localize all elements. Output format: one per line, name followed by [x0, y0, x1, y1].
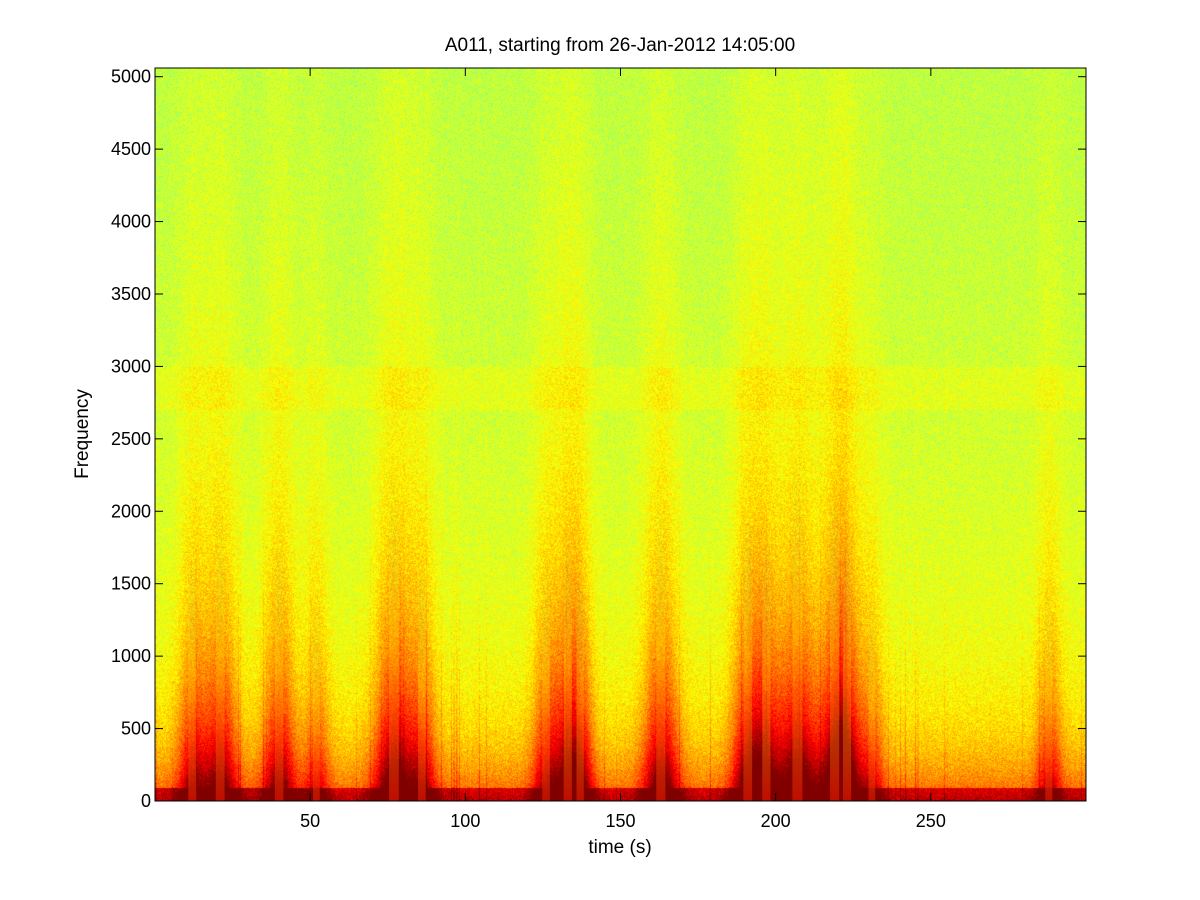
y-tick-label: 4500 [111, 139, 151, 159]
event-mark [542, 557, 550, 801]
event-mark [656, 492, 666, 801]
event-mark [313, 596, 320, 801]
y-tick-label: 1000 [111, 646, 151, 666]
spectrogram-image [155, 68, 1086, 801]
event-mark [792, 453, 803, 801]
y-tick-label: 2000 [111, 501, 151, 521]
y-tick-label: 3500 [111, 284, 151, 304]
y-tick-label: 0 [141, 791, 151, 811]
event-mark [188, 544, 197, 801]
event-mark [215, 505, 225, 801]
event-mark [762, 531, 771, 801]
event-mark [743, 505, 753, 801]
y-ticks: 0 500 1000 1500 2000 2500 3000 3500 4000 4500 5000 [111, 67, 1086, 811]
event-marks [188, 453, 1053, 801]
x-tick-label: 250 [916, 811, 946, 831]
x-ticks: 50 100 150 200 250 [300, 68, 946, 831]
event-mark [842, 531, 852, 801]
y-tick-label: 2500 [111, 429, 151, 449]
x-tick-label: 50 [300, 811, 320, 831]
event-mark [418, 557, 426, 801]
y-tick-label: 5000 [111, 67, 151, 87]
plot-frame [154, 67, 1087, 802]
event-mark [563, 531, 572, 801]
event-mark [1045, 583, 1053, 801]
y-axis-label: Frequency [72, 389, 93, 479]
y-tick-label: 1500 [111, 574, 151, 594]
y-tick-label: 3000 [111, 356, 151, 376]
event-mark [576, 570, 584, 801]
chart-title: A011, starting from 26-Jan-2012 14:05:00 [445, 35, 795, 56]
x-tick-label: 200 [761, 811, 791, 831]
x-tick-label: 150 [605, 811, 635, 831]
event-mark [389, 466, 399, 801]
x-axis-label: time (s) [588, 837, 651, 858]
y-tick-label: 4000 [111, 212, 151, 232]
event-mark [868, 596, 876, 801]
y-tick-label: 500 [121, 719, 151, 739]
x-tick-label: 100 [450, 811, 480, 831]
event-mark [274, 518, 284, 801]
event-mark [830, 492, 840, 801]
